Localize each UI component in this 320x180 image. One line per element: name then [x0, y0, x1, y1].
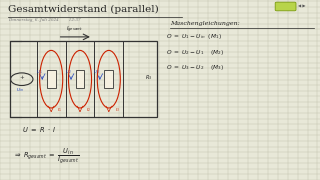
Text: +: +	[20, 75, 24, 80]
Text: $R_1$: $R_1$	[48, 75, 54, 82]
Text: $R_3$: $R_3$	[106, 75, 112, 82]
Bar	[47, 70, 56, 88]
Text: $O\ =\ U_3 - U_2\ \ \ \ (M_3)$: $O\ =\ U_3 - U_2\ \ \ \ (M_3)$	[166, 63, 225, 72]
Text: Donnerstag, 6. Juli 2024        12:37: Donnerstag, 6. Juli 2024 12:37	[8, 18, 81, 22]
Text: $I_2$: $I_2$	[86, 107, 91, 114]
Text: $I_3$: $I_3$	[115, 107, 119, 114]
Text: $U_3$: $U_3$	[93, 68, 100, 76]
Text: $I_1$: $I_1$	[57, 107, 62, 114]
Text: Maschengleichungen:: Maschengleichungen:	[170, 21, 239, 26]
Text: $I_{gesamt}$: $I_{gesamt}$	[67, 24, 84, 35]
Bar	[10, 41, 157, 117]
Text: $O\ =\ U_1 - U_{in}\ \ (M_1)$: $O\ =\ U_1 - U_{in}\ \ (M_1)$	[166, 32, 222, 41]
Text: $U_2$: $U_2$	[65, 68, 71, 76]
Text: $R_2$: $R_2$	[77, 75, 83, 82]
Text: $U\ =\ R\ \cdot\ I$: $U\ =\ R\ \cdot\ I$	[22, 125, 57, 134]
Text: $U_{in}$: $U_{in}$	[16, 86, 24, 94]
Text: $U_1$: $U_1$	[36, 68, 42, 76]
Text: Gesamtwiderstand (parallel): Gesamtwiderstand (parallel)	[8, 4, 159, 14]
Text: $O\ =\ U_2 - U_1\ \ \ \ (M_2)$: $O\ =\ U_2 - U_1\ \ \ \ (M_2)$	[166, 48, 225, 57]
Bar	[76, 70, 84, 88]
FancyBboxPatch shape	[275, 2, 296, 11]
Text: ◀ ▶: ◀ ▶	[298, 4, 305, 8]
Bar	[104, 70, 113, 88]
Text: $\Rightarrow\ R_{gesamt}\ =\ \dfrac{U_{in}}{I_{gesamt}}$: $\Rightarrow\ R_{gesamt}\ =\ \dfrac{U_{i…	[13, 147, 79, 166]
Text: $R_3$: $R_3$	[145, 73, 152, 82]
